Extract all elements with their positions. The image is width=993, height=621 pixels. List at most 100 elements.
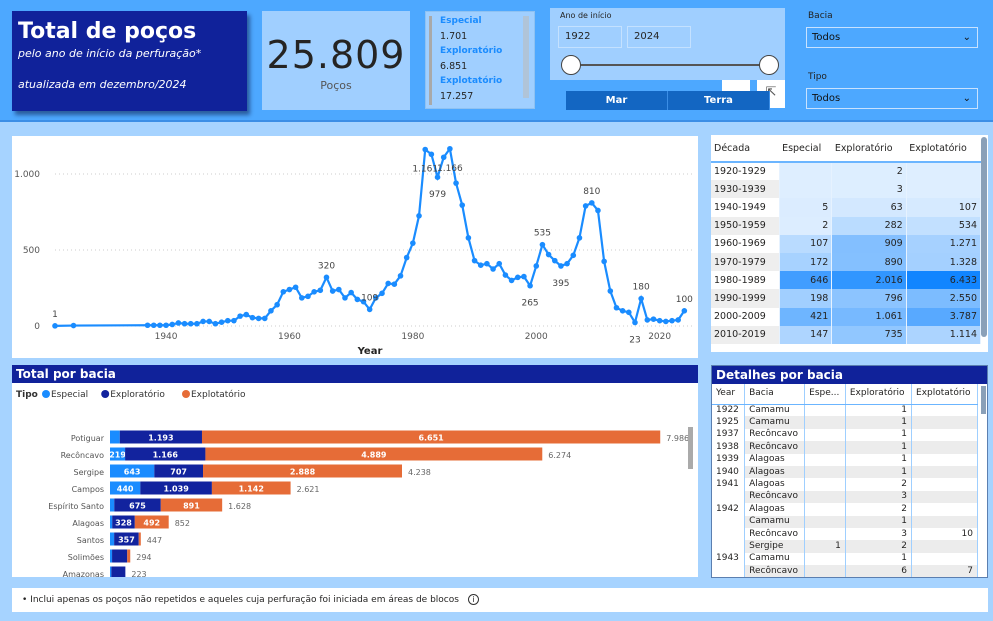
- data-point[interactable]: [299, 295, 305, 301]
- data-point[interactable]: [663, 318, 669, 325]
- data-point[interactable]: [403, 254, 410, 261]
- cards-scrollbar[interactable]: [523, 16, 529, 98]
- slider-handle-end[interactable]: [759, 55, 779, 75]
- data-point[interactable]: [311, 289, 317, 295]
- tipo-dropdown[interactable]: Todos ⌄: [806, 88, 978, 109]
- slider-handle-start[interactable]: [561, 55, 581, 75]
- table-row[interactable]: 1990-1999 198 796 2.550: [711, 289, 982, 308]
- data-point[interactable]: [348, 289, 354, 296]
- data-point[interactable]: [601, 258, 607, 265]
- data-point[interactable]: [582, 203, 589, 209]
- data-point[interactable]: [52, 323, 58, 329]
- table-row[interactable]: Recôncavo 6 7: [712, 565, 978, 577]
- table-row[interactable]: Camamu 1: [712, 515, 978, 528]
- data-point[interactable]: [632, 319, 638, 326]
- data-point[interactable]: [551, 257, 558, 264]
- data-point[interactable]: [545, 251, 552, 258]
- data-point[interactable]: [249, 314, 256, 321]
- data-point[interactable]: [416, 213, 422, 219]
- column-header[interactable]: Espe...: [804, 384, 846, 405]
- table-row[interactable]: 1950-1959 2 282 534: [711, 216, 982, 235]
- data-point[interactable]: [576, 235, 583, 241]
- bar-segment[interactable]: [160, 498, 223, 512]
- data-point[interactable]: [360, 298, 367, 305]
- table-row[interactable]: Recôncavo 3 10: [712, 527, 978, 541]
- data-point[interactable]: [212, 320, 219, 327]
- table-row[interactable]: 1930-1939 3: [711, 180, 982, 199]
- data-point[interactable]: [533, 263, 540, 269]
- data-point[interactable]: [200, 318, 206, 325]
- data-point[interactable]: [638, 295, 644, 302]
- data-point[interactable]: [465, 235, 472, 241]
- data-point[interactable]: [650, 316, 657, 322]
- bar-segment[interactable]: [203, 464, 402, 478]
- table-row[interactable]: 1960-1969 107 909 1.271: [711, 234, 982, 253]
- data-point[interactable]: [385, 280, 391, 287]
- data-point[interactable]: [243, 311, 250, 318]
- table-row[interactable]: 2000-2009 421 1.061 3.787: [711, 307, 982, 326]
- data-point[interactable]: [224, 317, 231, 324]
- data-point[interactable]: [206, 318, 213, 325]
- table-row[interactable]: 1920-1929 2: [711, 162, 982, 181]
- data-point[interactable]: [613, 304, 620, 311]
- data-point[interactable]: [428, 151, 435, 158]
- table-row[interactable]: 1970-1979 172 890 1.328: [711, 252, 982, 272]
- bar-segment[interactable]: [154, 464, 204, 478]
- bar-segment[interactable]: [110, 498, 115, 512]
- legend-label[interactable]: Exploratório: [110, 389, 165, 400]
- table-row[interactable]: 1939 Alagoas 1: [712, 453, 978, 466]
- data-point[interactable]: [175, 320, 182, 326]
- data-point[interactable]: [588, 200, 595, 206]
- bar-segment[interactable]: [205, 447, 543, 461]
- data-point[interactable]: [440, 154, 447, 161]
- table-row[interactable]: 1942 Alagoas 2: [712, 503, 978, 516]
- data-point[interactable]: [391, 281, 398, 287]
- data-point[interactable]: [681, 308, 688, 314]
- data-point[interactable]: [354, 296, 361, 303]
- data-point[interactable]: [379, 290, 385, 297]
- bar-chart-scrollbar[interactable]: [688, 427, 693, 469]
- data-point[interactable]: [496, 260, 503, 267]
- data-point[interactable]: [336, 286, 342, 293]
- table-row[interactable]: 1937 Recôncavo 1: [712, 428, 978, 442]
- data-point[interactable]: [286, 286, 293, 293]
- data-point[interactable]: [366, 306, 373, 313]
- info-icon[interactable]: i: [467, 594, 479, 605]
- column-header[interactable]: Year: [712, 384, 746, 405]
- table-row[interactable]: 1980-1989 646 2.016 6.433: [711, 271, 982, 290]
- data-point[interactable]: [317, 287, 324, 294]
- column-header[interactable]: Especial: [779, 135, 832, 163]
- bar-segment[interactable]: [201, 430, 661, 444]
- data-point[interactable]: [268, 308, 274, 314]
- mar-button[interactable]: Mar: [566, 91, 668, 110]
- column-header[interactable]: Explotatório: [911, 384, 978, 405]
- data-point[interactable]: [194, 320, 200, 327]
- data-point[interactable]: [471, 257, 478, 264]
- bar-segment[interactable]: [140, 481, 212, 495]
- data-point[interactable]: [570, 252, 577, 259]
- data-point[interactable]: [261, 315, 268, 322]
- data-point[interactable]: [397, 273, 404, 279]
- bar-segment[interactable]: [112, 549, 128, 563]
- data-point[interactable]: [292, 284, 299, 291]
- data-point[interactable]: [595, 207, 601, 214]
- legend-marker[interactable]: [101, 390, 110, 398]
- data-point[interactable]: [323, 274, 330, 281]
- bar-segment[interactable]: [211, 481, 291, 495]
- table-row[interactable]: 1943 Camamu 1: [712, 552, 978, 566]
- table-row[interactable]: 1940-1949 5 63 107: [711, 198, 982, 217]
- data-point[interactable]: [619, 308, 626, 314]
- bar-segment[interactable]: [114, 532, 139, 546]
- bar-segment[interactable]: [138, 532, 141, 546]
- data-point[interactable]: [453, 180, 459, 186]
- data-point[interactable]: [280, 289, 287, 295]
- bar-segment[interactable]: [112, 515, 135, 529]
- data-point[interactable]: [144, 322, 151, 329]
- data-point[interactable]: [305, 293, 311, 300]
- data-point[interactable]: [564, 260, 570, 267]
- data-point[interactable]: [70, 322, 77, 329]
- data-point[interactable]: [521, 273, 527, 280]
- data-point[interactable]: [329, 288, 336, 294]
- data-point[interactable]: [181, 320, 188, 327]
- table-row[interactable]: Sergipe 1 2: [712, 540, 978, 553]
